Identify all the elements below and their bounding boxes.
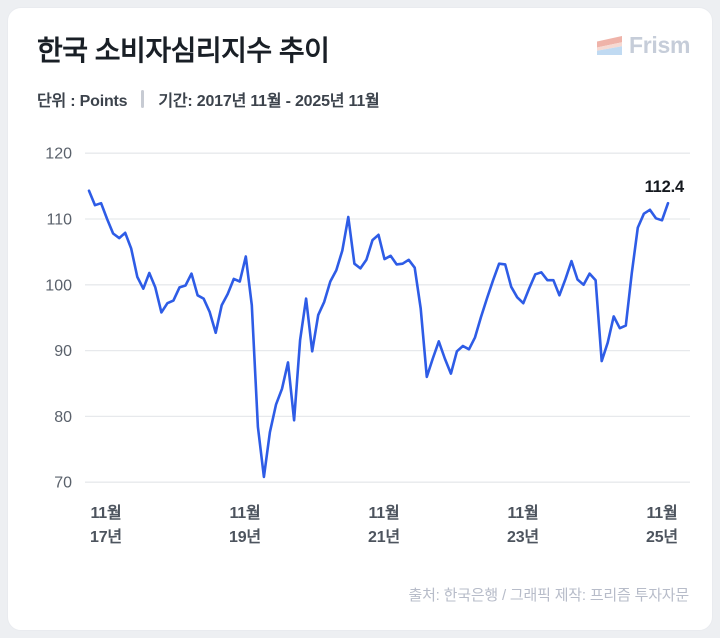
frism-logo-text: Frism [629, 32, 691, 58]
x-tick-label-year: 19년 [229, 527, 261, 546]
x-tick-label-month: 11월 [90, 504, 121, 522]
subtitle-divider-bar [141, 90, 145, 108]
y-tick-label: 110 [46, 212, 72, 229]
y-tick-label: 90 [54, 343, 72, 360]
y-tick-label: 80 [54, 409, 72, 426]
last-value-label: 112.4 [645, 178, 685, 196]
page-title: 한국 소비자심리지수 추이 [37, 35, 330, 66]
frism-logo-icon [597, 36, 622, 55]
x-tick-label-year: 23년 [507, 527, 539, 546]
x-tick-label-year: 25년 [646, 527, 678, 546]
x-tick-label-month: 11월 [507, 504, 538, 522]
x-tick-label-month: 11월 [646, 504, 677, 522]
subtitle-row: 단위 : Points 기간: 2017년 11월 - 2025년 11월 [37, 87, 380, 111]
x-tick-label-year: 21년 [368, 527, 400, 546]
unit-label: 단위 : Points [37, 93, 128, 110]
frism-logo: Frism [597, 32, 690, 59]
period-label: 기간: 2017년 11월 - 2025년 11월 [158, 93, 380, 110]
sentiment-line [87, 189, 670, 479]
x-tick-label-month: 11월 [368, 504, 399, 522]
x-tick-label-year: 17년 [90, 527, 122, 546]
y-tick-label: 100 [45, 277, 72, 294]
y-tick-label: 120 [45, 146, 72, 163]
x-tick-label-month: 11월 [229, 504, 260, 522]
chart-card: 한국 소비자심리지수 추이 Frism 단위 : Points 기간: 2017… [7, 7, 713, 631]
source-credit: 출처: 한국은행 / 그래픽 제작: 프리즘 투자자문 [408, 587, 689, 604]
y-tick-label: 70 [54, 475, 72, 492]
